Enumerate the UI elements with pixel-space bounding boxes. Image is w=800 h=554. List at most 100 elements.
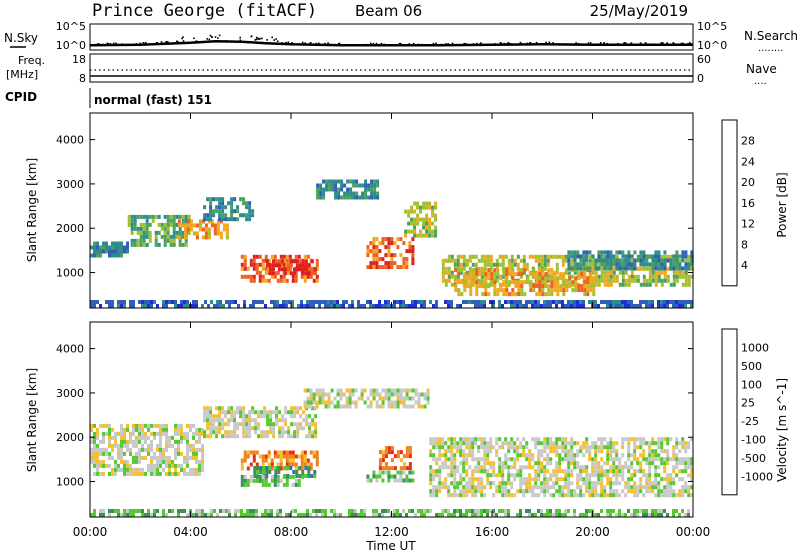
- power-cell: [669, 262, 673, 267]
- power-cell: [215, 197, 219, 202]
- power-cell: [559, 288, 563, 293]
- velocity-cell: [114, 435, 117, 440]
- power-cell: [304, 267, 308, 272]
- velocity-cell: [236, 434, 240, 439]
- velocity-cell: [93, 513, 96, 517]
- power-cell: [178, 230, 182, 235]
- power-cell: [606, 300, 609, 304]
- velocity-cell: [669, 437, 673, 442]
- power-cell: [252, 266, 256, 271]
- power-cell: [351, 300, 354, 304]
- velocity-cell: [480, 481, 484, 486]
- power-cell: [523, 268, 527, 273]
- nsearch-point: [466, 43, 469, 46]
- power-cell: [216, 300, 219, 304]
- power-cell: [597, 250, 601, 255]
- power-cell: [175, 214, 179, 219]
- power-cell: [567, 254, 571, 259]
- velocity-cell: [681, 445, 685, 450]
- power-cell: [375, 253, 379, 258]
- velocity-cell: [597, 449, 601, 454]
- velocity-cell: [597, 481, 601, 486]
- velocity-cell: [123, 431, 126, 436]
- power-cell: [609, 278, 613, 283]
- power-cell: [636, 304, 639, 308]
- velocity-cell: [459, 477, 463, 482]
- power-cell: [675, 300, 678, 304]
- velocity-cell: [252, 454, 256, 459]
- velocity-cell: [612, 489, 616, 494]
- power-cell: [127, 218, 131, 223]
- velocity-cell: [627, 477, 631, 482]
- velocity-cell: [177, 471, 180, 476]
- velocity-cell: [513, 493, 517, 498]
- velocity-cell: [177, 439, 180, 444]
- velocity-cell: [417, 392, 421, 397]
- velocity-cell: [372, 392, 376, 397]
- velocity-cell: [402, 454, 406, 459]
- velocity-cell: [612, 509, 615, 513]
- power-cell: [672, 278, 676, 283]
- velocity-cell: [636, 457, 640, 462]
- velocity-cell: [531, 489, 535, 494]
- power-cell: [330, 304, 333, 308]
- power-cell: [468, 258, 472, 263]
- velocity-cell: [278, 418, 282, 423]
- power-cell: [589, 288, 593, 293]
- velocity-cell: [393, 392, 397, 397]
- power-cell: [567, 258, 571, 263]
- velocity-cell: [540, 489, 544, 494]
- power-cell: [114, 249, 117, 254]
- power-cell: [585, 254, 589, 259]
- velocity-cell: [209, 422, 213, 427]
- velocity-cell: [138, 467, 141, 472]
- nsearch-point: [649, 43, 652, 45]
- velocity-cell: [102, 439, 105, 444]
- power-cell: [349, 195, 353, 200]
- power-cell: [369, 265, 373, 270]
- power-cell: [224, 217, 228, 222]
- velocity-cell: [627, 469, 631, 474]
- power-colorbar-tick: 4: [741, 259, 748, 272]
- power-cell: [666, 266, 670, 271]
- velocity-cell: [171, 509, 174, 513]
- nsearch-point: [494, 43, 496, 45]
- velocity-cell: [600, 465, 604, 470]
- velocity-cell: [519, 509, 522, 513]
- power-cell: [450, 282, 454, 287]
- power-cell: [343, 195, 347, 200]
- power-cell: [255, 254, 259, 259]
- velocity-cell: [645, 481, 649, 486]
- power-cell: [264, 266, 268, 271]
- power-cell: [435, 304, 438, 308]
- nsearch-point: [372, 42, 375, 45]
- velocity-cell: [558, 437, 562, 442]
- velocity-cell: [594, 461, 598, 466]
- power-cell: [224, 205, 228, 210]
- velocity-cell: [621, 453, 625, 458]
- velocity-cell: [645, 513, 648, 517]
- power-cell: [454, 276, 458, 281]
- power-cell: [306, 274, 310, 279]
- velocity-cell: [612, 469, 616, 474]
- velocity-cell: [399, 458, 403, 463]
- power-cell: [493, 272, 497, 277]
- power-cell: [337, 187, 341, 192]
- power-cell: [523, 280, 527, 285]
- power-cell: [163, 214, 167, 219]
- velocity-cell: [657, 513, 660, 517]
- velocity-cell: [504, 457, 508, 462]
- power-cell: [618, 270, 622, 275]
- velocity-cell: [99, 463, 102, 468]
- nsearch-point: [287, 41, 290, 44]
- velocity-cell: [465, 445, 469, 450]
- power-cell: [447, 270, 451, 275]
- velocity-cell: [272, 434, 276, 439]
- velocity-cell: [543, 457, 547, 462]
- power-cell: [294, 270, 298, 275]
- power-cell: [642, 274, 646, 279]
- power-cell: [172, 238, 176, 243]
- velocity-cell: [612, 473, 616, 478]
- velocity-cell: [405, 392, 409, 397]
- velocity-cell: [630, 473, 634, 478]
